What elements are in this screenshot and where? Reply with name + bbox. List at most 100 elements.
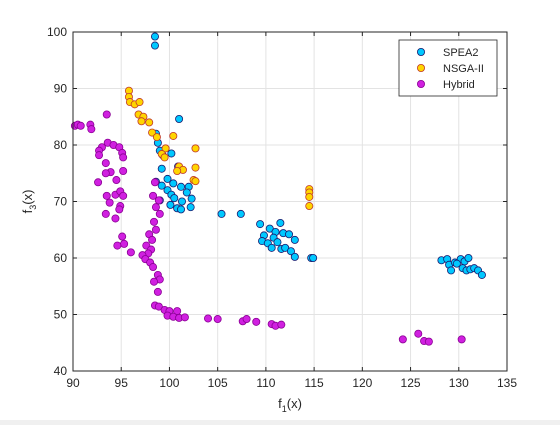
- data-point-spea2: [291, 236, 298, 243]
- data-point-spea2: [447, 267, 454, 274]
- data-point-spea2: [257, 221, 264, 228]
- data-point-spea2: [274, 239, 281, 246]
- data-point-nsga-ii: [192, 178, 199, 185]
- data-point-spea2: [188, 195, 195, 202]
- data-point-hybrid: [152, 226, 159, 233]
- data-point-spea2: [170, 180, 177, 187]
- legend-marker-spea2: [417, 48, 424, 55]
- data-point-spea2: [277, 219, 284, 226]
- data-point-nsga-ii: [153, 133, 160, 140]
- data-point-spea2: [268, 244, 275, 251]
- x-tick-label: 100: [159, 376, 179, 390]
- data-point-nsga-ii: [161, 154, 168, 161]
- data-point-spea2: [187, 204, 194, 211]
- y-tick-label: 60: [54, 251, 68, 265]
- legend-marker-hybrid: [417, 80, 424, 87]
- x-tick-label: 90: [66, 376, 80, 390]
- data-point-spea2: [168, 150, 175, 157]
- data-point-hybrid: [102, 210, 109, 217]
- data-point-spea2: [177, 206, 184, 213]
- y-axis-label-rest: (x): [20, 190, 35, 205]
- data-point-hybrid: [181, 314, 188, 321]
- data-point-hybrid: [103, 192, 110, 199]
- data-point-hybrid: [152, 204, 159, 211]
- data-point-hybrid: [253, 318, 260, 325]
- data-point-spea2: [218, 210, 225, 217]
- data-point-hybrid: [156, 210, 163, 217]
- data-point-spea2: [285, 231, 292, 238]
- x-tick-label: 105: [208, 376, 228, 390]
- data-point-hybrid: [204, 315, 211, 322]
- x-tick-label: 120: [352, 376, 372, 390]
- data-point-nsga-ii: [136, 98, 143, 105]
- y-tick-label: 50: [54, 308, 68, 322]
- data-point-nsga-ii: [170, 132, 177, 139]
- data-point-spea2: [175, 115, 182, 122]
- data-point-hybrid: [127, 249, 134, 256]
- data-point-nsga-ii: [138, 118, 145, 125]
- data-point-hybrid: [119, 233, 126, 240]
- data-point-hybrid: [120, 192, 127, 199]
- data-point-nsga-ii: [192, 164, 199, 171]
- data-point-hybrid: [121, 240, 128, 247]
- data-point-hybrid: [102, 170, 109, 177]
- data-point-hybrid: [150, 218, 157, 225]
- x-tick-label: 95: [115, 376, 129, 390]
- data-point-spea2: [151, 33, 158, 40]
- x-tick-label: 110: [256, 376, 275, 390]
- data-point-hybrid: [399, 336, 406, 343]
- data-point-hybrid: [415, 330, 422, 337]
- data-point-hybrid: [106, 199, 113, 206]
- data-point-hybrid: [113, 176, 120, 183]
- legend-label-hybrid: Hybrid: [443, 79, 475, 91]
- data-point-hybrid: [149, 263, 156, 270]
- x-axis-label: f1(x): [278, 396, 302, 414]
- x-tick-label: 135: [497, 376, 517, 390]
- data-point-spea2: [291, 253, 298, 260]
- data-point-hybrid: [95, 152, 102, 159]
- data-point-hybrid: [114, 242, 121, 249]
- x-tick-label: 130: [449, 376, 469, 390]
- legend-marker-nsga-ii: [417, 64, 424, 71]
- legend-label-spea2: SPEA2: [443, 47, 478, 59]
- series-nsga-ii: [125, 87, 313, 209]
- data-point-spea2: [453, 260, 460, 267]
- x-tick-label: 115: [305, 376, 324, 390]
- data-point-hybrid: [243, 315, 250, 322]
- data-point-hybrid: [151, 179, 158, 186]
- data-point-spea2: [178, 198, 185, 205]
- data-point-hybrid: [214, 315, 221, 322]
- data-point-hybrid: [88, 126, 95, 133]
- data-point-hybrid: [112, 215, 119, 222]
- y-tick-label: 40: [54, 364, 68, 378]
- x-axis-label-rest: (x): [287, 396, 302, 411]
- y-axis-label: f3(x): [20, 190, 38, 214]
- data-point-nsga-ii: [174, 167, 181, 174]
- data-point-hybrid: [77, 122, 84, 129]
- data-point-hybrid: [116, 206, 123, 213]
- data-point-spea2: [158, 165, 165, 172]
- y-tick-label: 80: [54, 138, 68, 152]
- data-point-hybrid: [150, 278, 157, 285]
- x-tick-label: 125: [401, 376, 421, 390]
- y-tick-label: 100: [47, 25, 67, 39]
- data-point-hybrid: [103, 111, 110, 118]
- data-point-nsga-ii: [306, 202, 313, 209]
- data-point-spea2: [171, 195, 178, 202]
- data-point-hybrid: [120, 154, 127, 161]
- data-point-hybrid: [155, 197, 162, 204]
- legend: SPEA2 NSGA-II Hybrid: [399, 40, 497, 96]
- data-point-spea2: [310, 254, 317, 261]
- data-point-nsga-ii: [146, 119, 153, 126]
- data-point-hybrid: [425, 338, 432, 345]
- data-point-hybrid: [94, 179, 101, 186]
- data-point-spea2: [478, 271, 485, 278]
- data-point-hybrid: [102, 159, 109, 166]
- data-point-nsga-ii: [306, 193, 313, 200]
- data-point-spea2: [465, 254, 472, 261]
- data-point-hybrid: [120, 167, 127, 174]
- data-point-spea2: [183, 189, 190, 196]
- data-point-nsga-ii: [192, 145, 199, 152]
